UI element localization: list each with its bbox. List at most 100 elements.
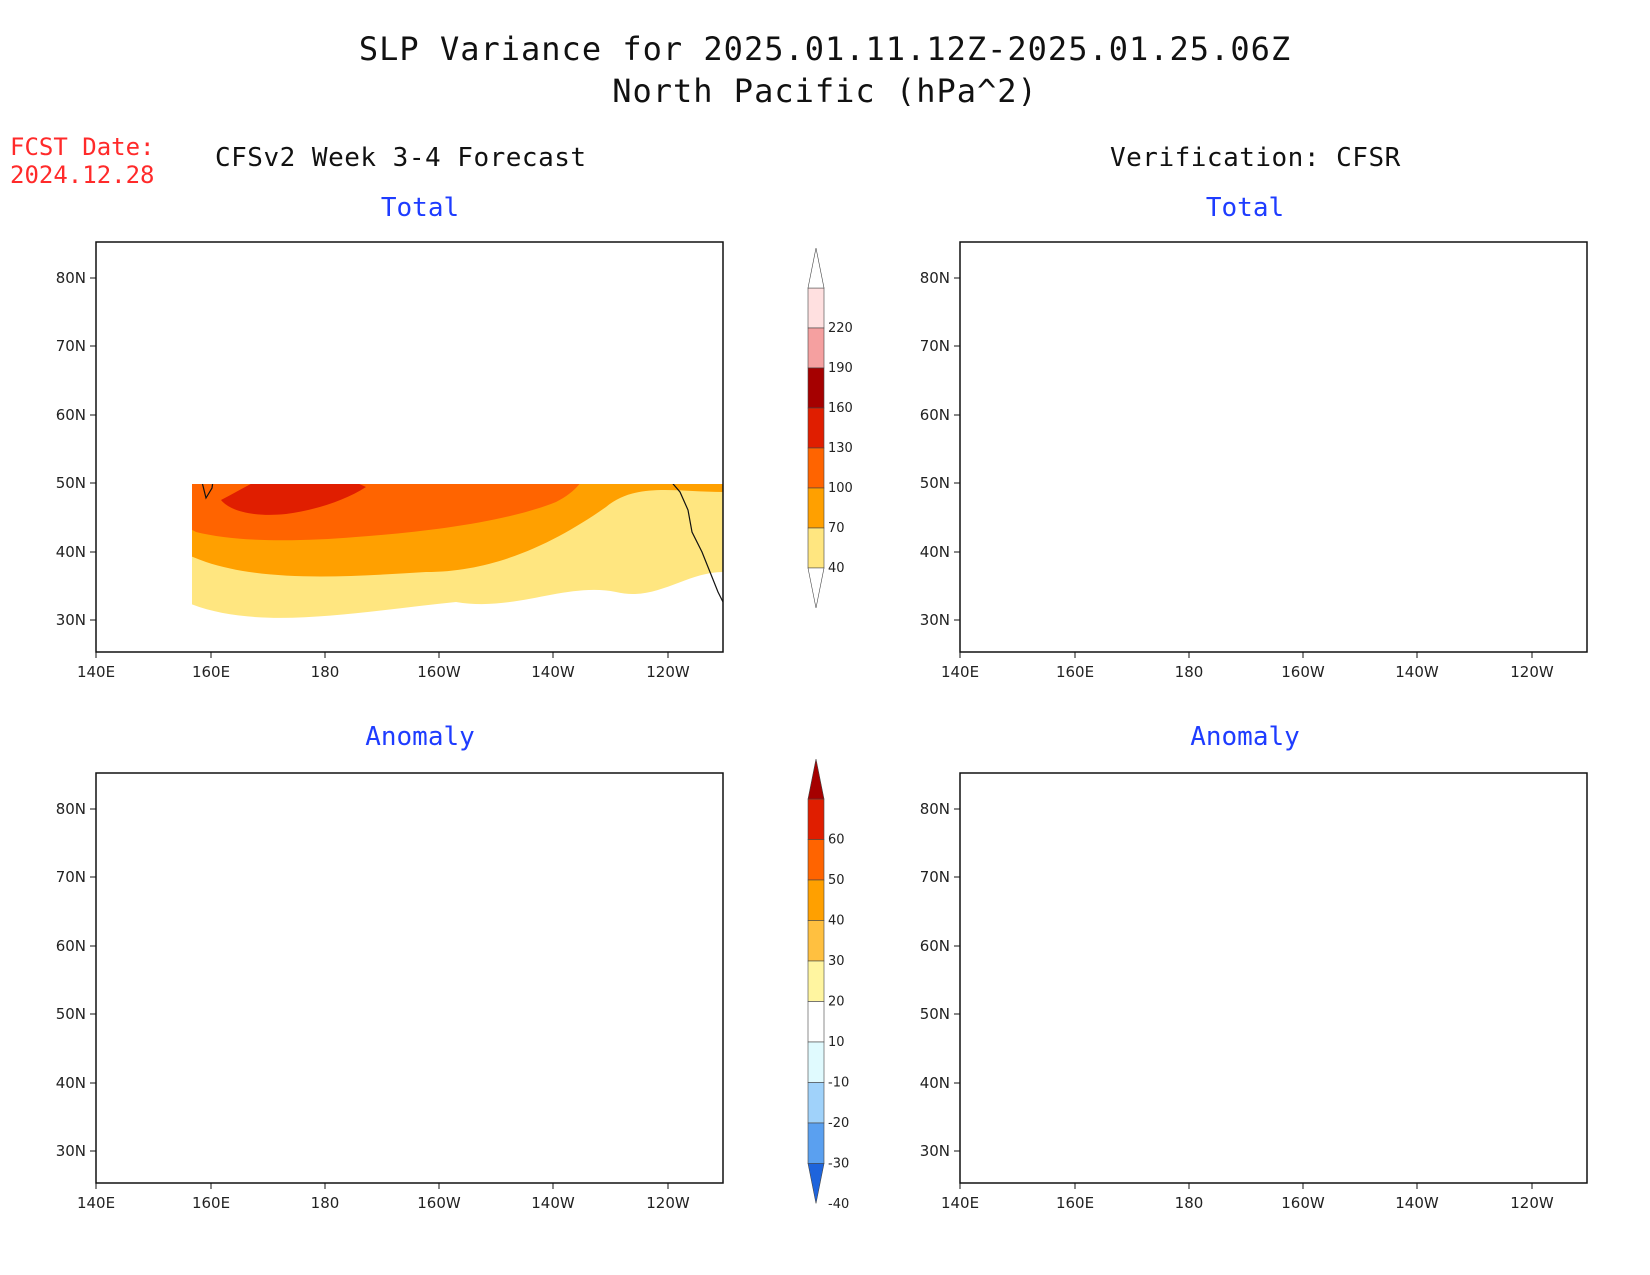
lon-tick-label-verification-total: 180 [1175,663,1204,681]
colorbar-level-label: 160 [828,401,853,416]
lat-tick-label-verification-total: 40N [920,543,950,561]
colorbar-level-label: 20 [828,995,845,1010]
lon-tick-label-forecast-total: 160E [192,663,230,681]
colorbar-level-label: 50 [828,873,845,888]
lat-tick-label-verification-anomaly: 40N [920,1074,950,1092]
colorbar-bottom-arrow [807,567,825,609]
lon-tick-label-forecast-total: 140E [77,663,115,681]
lon-tick-label-verification-anomaly: 180 [1175,1194,1204,1212]
colorbar-swatch [807,1082,825,1124]
lat-tick-label-forecast-anomaly: 70N [56,868,86,886]
lat-tick-label-verification-total: 80N [920,269,950,287]
lon-tick-label-forecast-anomaly: 140W [531,1194,575,1212]
colorbar-swatch [807,1041,825,1083]
lon-tick-label-verification-anomaly: 160E [1056,1194,1094,1212]
lon-tick-label-verification-anomaly: 140E [941,1194,979,1212]
lat-tick-label-verification-anomaly: 50N [920,1005,950,1023]
fcst-date-label: FCST Date: [10,133,155,161]
colorbar-swatch [807,1001,825,1043]
lat-tick-label-verification-anomaly: 70N [920,868,950,886]
lat-tick-label-verification-anomaly: 30N [920,1142,950,1160]
panel-label-forecast-total: Total [380,193,460,223]
colorbar-level-label: 190 [828,361,853,376]
lon-tick-label-forecast-total: 180 [311,663,340,681]
lat-tick-label-verification-total: 30N [920,611,950,629]
colorbar-level-label: 40 [828,561,845,576]
lat-tick-label-verification-anomaly: 80N [920,800,950,818]
colorbar-swatch [807,960,825,1002]
axes-layer: 80N 70N 60N 50N 40N 30N 140E 160E 180 160W 140W 120… [56,269,1554,1212]
chart-subtitle: North Pacific (hPa^2) [612,72,1038,110]
lon-tick-label-forecast-anomaly: 160W [417,1194,461,1212]
lon-tick-label-forecast-total: 160W [417,663,461,681]
colorbar-level-label: 70 [828,521,845,536]
colorbar-swatch [807,879,825,921]
colorbar-swatch [807,407,825,449]
colorbar-swatch [807,367,825,409]
panel-label-forecast-anomaly: Anomaly [365,722,475,752]
colorbar-swatch [807,327,825,369]
colorbar-level-label: 40 [828,914,845,929]
colorbar-level-label: 220 [828,321,853,336]
lat-tick-label-verification-total: 50N [920,474,950,492]
lon-tick-label-verification-total: 140W [1395,663,1439,681]
lat-tick-label-verification-total: 70N [920,337,950,355]
lon-tick-label-verification-anomaly: 160W [1281,1194,1325,1212]
colorbar-swatch [807,1122,825,1164]
lat-tick-label-forecast-total: 50N [56,474,86,492]
colorbar-level-label: 100 [828,481,853,496]
colorbar-level-label: -10 [828,1076,849,1091]
lat-tick-label-forecast-anomaly: 30N [56,1142,86,1160]
colorbar-top-arrow [807,758,825,800]
lon-tick-label-forecast-anomaly: 140E [77,1194,115,1212]
lat-tick-label-verification-anomaly: 60N [920,937,950,955]
colorbar-swatch [807,839,825,881]
colorbar-level-label: 130 [828,441,853,456]
lon-tick-label-forecast-total: 120W [646,663,690,681]
lon-tick-label-forecast-anomaly: 120W [646,1194,690,1212]
lon-tick-label-verification-total: 160W [1281,663,1325,681]
lat-tick-label-verification-total: 60N [920,406,950,424]
panel-label-verification-anomaly: Anomaly [1190,722,1300,752]
panel-label-verification-total: Total [1205,193,1285,223]
verification-column-title: Verification: CFSR [1110,143,1401,173]
colorbar-swatch [807,527,825,569]
lat-tick-label-forecast-total: 70N [56,337,86,355]
lat-tick-label-forecast-anomaly: 50N [56,1005,86,1023]
colorbar-bottom-arrow [807,1163,825,1204]
lon-tick-label-verification-total: 140E [941,663,979,681]
lon-tick-label-forecast-anomaly: 160E [192,1194,230,1212]
map-forecast-anomaly [95,772,724,1184]
lon-tick-label-forecast-total: 140W [531,663,575,681]
colorbar-level-label: -20 [828,1116,849,1131]
map-verification-total [959,241,1588,653]
colorbar-top-arrow [807,247,825,289]
lon-tick-label-verification-anomaly: 120W [1510,1194,1554,1212]
colorbar-swatch [807,447,825,489]
lat-tick-label-forecast-total: 60N [56,406,86,424]
map-forecast-total [95,241,724,653]
colorbar-level-label: 60 [828,833,845,848]
lat-tick-label-forecast-total: 80N [56,269,86,287]
lat-tick-label-forecast-total: 30N [56,611,86,629]
lat-tick-label-forecast-total: 40N [56,543,86,561]
colorbar-anomaly: 60 50 40 30 20 10 -10 -20 -30 -40 [807,758,849,1212]
lon-tick-label-forecast-anomaly: 180 [311,1194,340,1212]
lon-tick-label-verification-total: 120W [1510,663,1554,681]
lat-tick-label-forecast-anomaly: 60N [56,937,86,955]
colorbar-level-label: 30 [828,954,845,969]
colorbar-swatch [807,920,825,962]
lat-tick-label-forecast-anomaly: 80N [56,800,86,818]
colorbar-level-label: 10 [828,1035,845,1050]
fcst-date-value: 2024.12.28 [10,161,155,189]
lon-tick-label-verification-total: 160E [1056,663,1094,681]
colorbar-swatch [807,487,825,529]
lon-tick-label-verification-anomaly: 140W [1395,1194,1439,1212]
colorbar-total: 220 190 160 130 100 70 40 [807,247,853,609]
colorbar-swatch [807,798,825,840]
lat-tick-label-forecast-anomaly: 40N [56,1074,86,1092]
chart-title: SLP Variance for 2025.01.11.12Z-2025.01.… [358,30,1292,68]
colorbar-level-label: -30 [828,1157,849,1172]
colorbar-swatch [807,287,825,329]
